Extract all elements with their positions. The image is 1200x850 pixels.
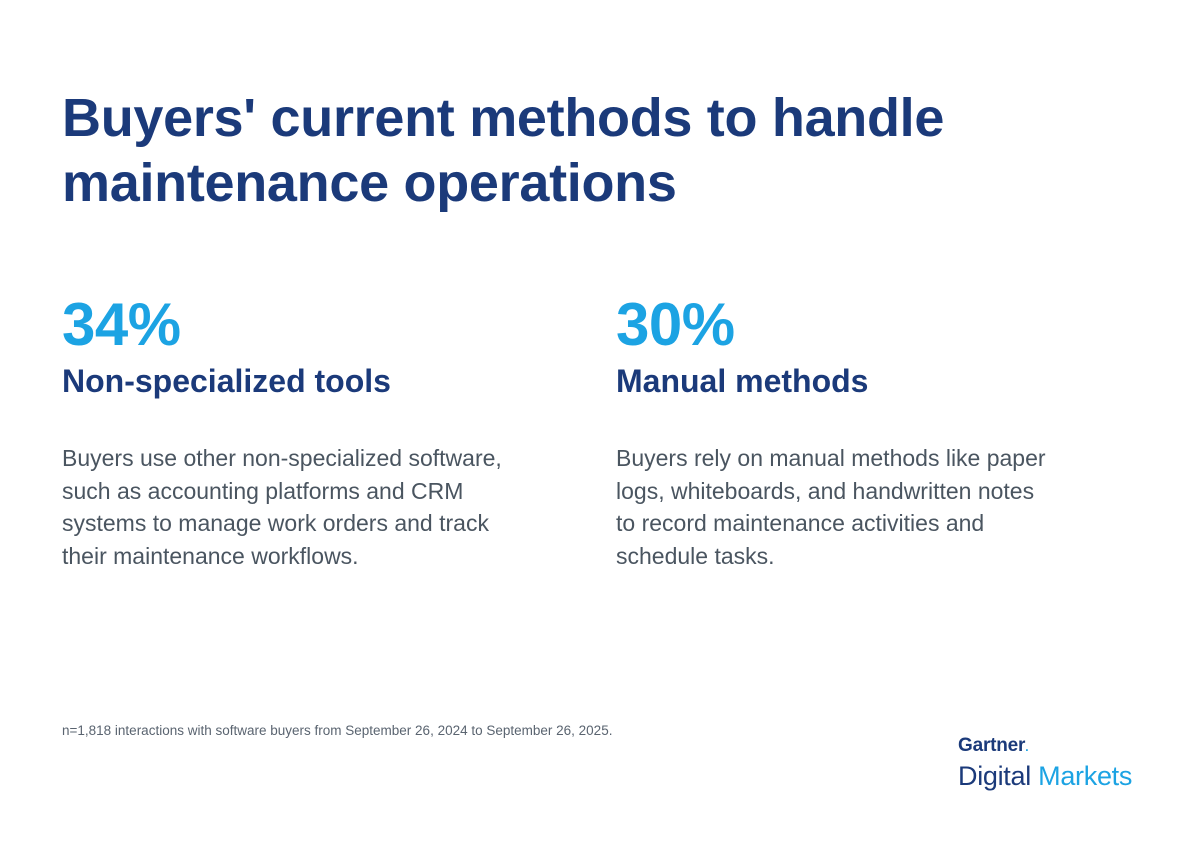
gartner-digital-markets-logo: Gartner. Digital Markets [958,734,1158,793]
stat-block-non-specialized-tools: 34% Non-specialized tools Buyers use oth… [62,292,532,572]
logo-brand: Gartner. [958,735,1029,756]
stat-label: Manual methods [616,363,869,399]
stat-block-manual-methods: 30% Manual methods Buyers rely on manual… [616,292,1056,572]
stat-percentage: 30% [616,291,735,358]
footnote: n=1,818 interactions with software buyer… [62,723,613,738]
page-title: Buyers' current methods to handle mainte… [62,88,945,213]
logo-product: Digital Markets [958,759,1158,793]
logo-product-digital: Digital [958,761,1031,791]
stat-description: Buyers rely on manual methods like paper… [616,445,1046,569]
stat-description: Buyers use other non-specialized softwar… [62,445,502,569]
stat-label: Non-specialized tools [62,363,391,399]
stat-percentage: 34% [62,291,181,358]
logo-product-markets: Markets [1038,761,1133,791]
